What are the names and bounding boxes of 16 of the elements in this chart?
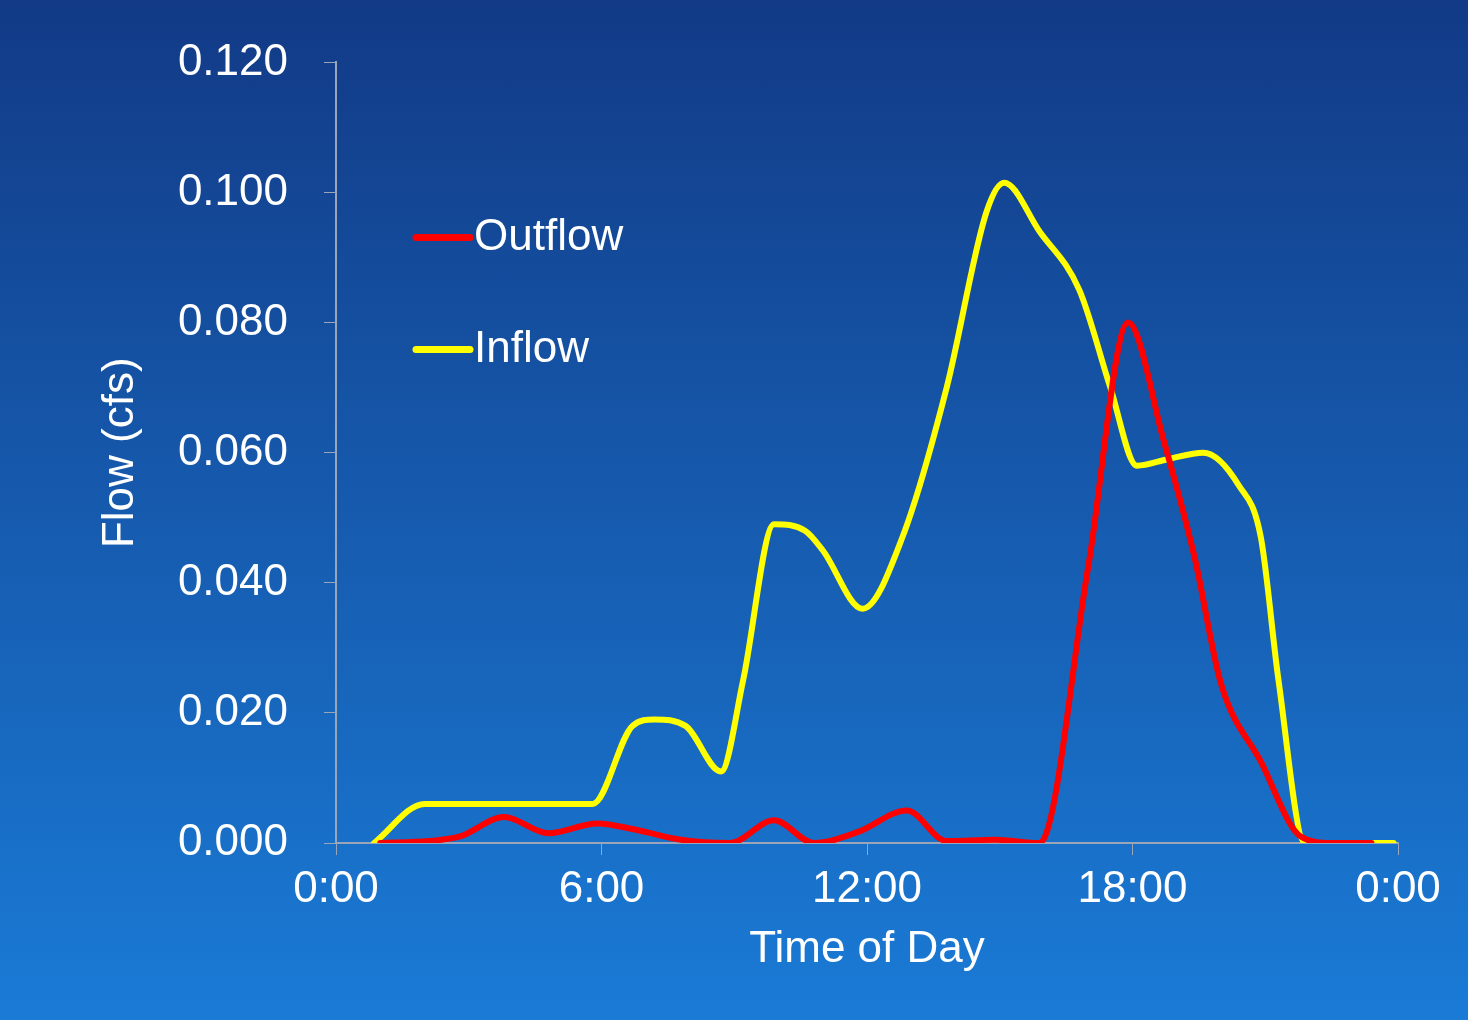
x-tick-label: 0:00 [293,861,379,911]
y-tick-label: 0.060 [177,424,288,474]
y-tick-label: 0.000 [177,815,288,865]
y-tick-label: 0.020 [177,685,288,735]
y-tick-label: 0.040 [177,554,288,604]
x-tick-label: 6:00 [558,861,645,911]
y-tick-label: 0.100 [177,164,288,214]
y-tick-label: 0.120 [177,34,288,84]
legend-label: Inflow [474,321,590,371]
x-axis-title: Time of Day [749,921,985,971]
y-axis-title: Flow (cfs) [92,357,142,549]
x-tick-label: 18:00 [1077,861,1188,911]
x-tick-label: 12:00 [811,861,923,911]
x-tick-label: 0:00 [1355,861,1441,911]
y-tick-label: 0.080 [177,294,288,344]
legend-label: Outflow [474,209,624,259]
